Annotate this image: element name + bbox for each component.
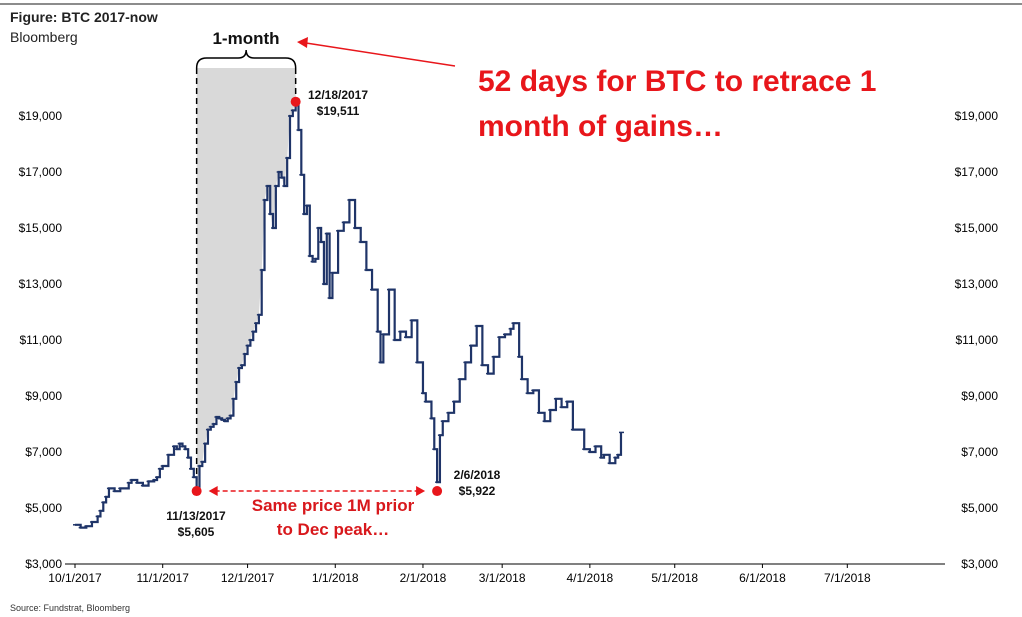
x-tick-label: 1/1/2018 bbox=[312, 571, 359, 585]
y-tick-label-right: $13,000 bbox=[955, 277, 999, 291]
y-tick-label-left: $9,000 bbox=[25, 389, 62, 403]
y-tick-label-right: $3,000 bbox=[961, 557, 998, 571]
headline-arrowhead bbox=[297, 37, 308, 48]
y-tick-label-left: $5,000 bbox=[25, 501, 62, 515]
shaded-area bbox=[196, 68, 296, 492]
bracket-label: 1-month bbox=[212, 29, 279, 48]
low2-date-label: 2/6/2018 bbox=[454, 468, 501, 482]
y-tick-label-right: $9,000 bbox=[961, 389, 998, 403]
low2-value-label: $5,922 bbox=[459, 484, 496, 498]
headline-line-2: month of gains… bbox=[478, 110, 723, 143]
one-month-shaded-region bbox=[196, 68, 296, 492]
x-tick-label: 3/1/2018 bbox=[479, 571, 526, 585]
y-tick-label-right: $17,000 bbox=[955, 165, 999, 179]
peak-value-label: $19,511 bbox=[317, 104, 360, 118]
same-price-line-2: to Dec peak… bbox=[277, 520, 389, 539]
x-tick-label: 11/1/2017 bbox=[136, 571, 189, 585]
y-tick-label-left: $15,000 bbox=[19, 221, 63, 235]
y-tick-label-left: $7,000 bbox=[25, 445, 62, 459]
y-tick-label-right: $19,000 bbox=[955, 109, 999, 123]
peak-marker bbox=[290, 96, 301, 107]
x-tick-label: 2/1/2018 bbox=[400, 571, 447, 585]
x-tick-label: 5/1/2018 bbox=[651, 571, 698, 585]
y-tick-label-left: $13,000 bbox=[19, 277, 63, 291]
y-tick-label-right: $7,000 bbox=[961, 445, 998, 459]
price-series bbox=[73, 100, 624, 529]
y-tick-label-right: $15,000 bbox=[955, 221, 999, 235]
peak-date-label: 12/18/2017 bbox=[308, 88, 368, 102]
y-tick-label-left: $11,000 bbox=[20, 333, 63, 347]
low1-date-label: 11/13/2017 bbox=[166, 509, 226, 523]
same-price-arrowhead-left bbox=[208, 486, 218, 497]
same-price-line-1: Same price 1M prior bbox=[252, 496, 415, 515]
x-tick-label: 6/1/2018 bbox=[739, 571, 786, 585]
y-tick-label-left: $19,000 bbox=[19, 109, 63, 123]
axes: 10/1/2017 11/1/2017 12/1/2017 1/1/2018 2/1/2… bbox=[19, 109, 999, 585]
y-tick-label-right: $5,000 bbox=[961, 501, 998, 515]
figure-subtitle: Bloomberg bbox=[10, 29, 78, 45]
headline-arrow-line bbox=[305, 42, 456, 67]
btc-price-line bbox=[75, 100, 623, 529]
y-tick-label-left: $17,000 bbox=[19, 165, 63, 179]
low2-marker bbox=[432, 486, 443, 497]
bracket-brace bbox=[195, 49, 297, 69]
source-note: Source: Fundstrat, Bloomberg bbox=[10, 603, 130, 613]
x-tick-label: 10/1/2017 bbox=[48, 571, 102, 585]
x-tick-label: 4/1/2018 bbox=[567, 571, 614, 585]
same-price-arrowhead-right bbox=[416, 486, 426, 497]
low1-value-label: $5,605 bbox=[178, 525, 215, 539]
headline-line-1: 52 days for BTC to retrace 1 bbox=[478, 65, 876, 98]
low1-marker bbox=[191, 486, 202, 497]
one-month-bracket bbox=[195, 49, 297, 492]
figure-title: Figure: BTC 2017-now bbox=[10, 9, 158, 25]
y-tick-label-left: $3,000 bbox=[25, 557, 62, 571]
annotations: 52 days for BTC to retrace 1 month of ga… bbox=[166, 29, 876, 539]
y-tick-label-right: $11,000 bbox=[956, 333, 999, 347]
x-tick-label: 12/1/2017 bbox=[221, 571, 275, 585]
x-tick-label: 7/1/2018 bbox=[824, 571, 871, 585]
